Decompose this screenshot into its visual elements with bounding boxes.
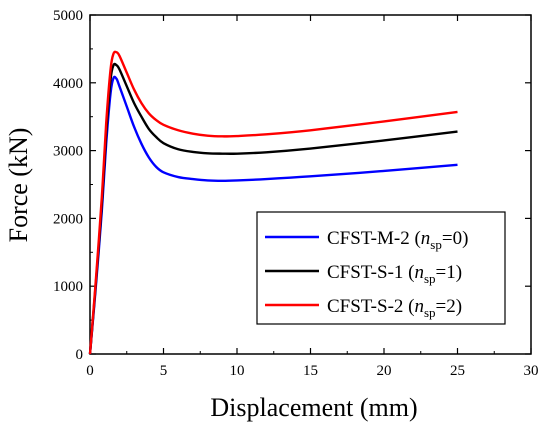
- legend-label-0: CFST-M-2 (nsp=0): [327, 228, 468, 252]
- x-tick-label: 20: [377, 363, 392, 379]
- x-tick-label: 10: [230, 363, 245, 379]
- series-line-2: [88, 50, 458, 355]
- x-tick-label: 30: [524, 363, 539, 379]
- y-axis-title: Force (kN): [4, 128, 33, 243]
- y-tick-label: 2000: [53, 211, 83, 227]
- series-layer: [88, 50, 458, 355]
- y-tick-label: 4000: [53, 76, 83, 92]
- legend-label-1: CFST-S-1 (nsp=1): [327, 262, 462, 286]
- x-tick-label: 5: [160, 363, 168, 379]
- y-tick-label: 1000: [53, 279, 83, 295]
- x-tick-label: 25: [450, 363, 465, 379]
- plot-area: 0 5 10 15 20 25 30 0 1000 2000 3000 4000 5000: [53, 8, 539, 379]
- y-tick-label: 0: [76, 347, 84, 363]
- y-tick-label: 3000: [53, 144, 83, 160]
- y-tick-label: 5000: [53, 8, 83, 24]
- x-tick-label: 0: [86, 363, 94, 379]
- legend: CFST-M-2 (nsp=0) CFST-S-1 (nsp=1) CFST-S-2…: [256, 211, 506, 325]
- legend-label-2: CFST-S-2 (nsp=2): [327, 296, 462, 320]
- x-axis-title: Displacement (mm): [210, 393, 417, 422]
- x-tick-label: 15: [303, 363, 318, 379]
